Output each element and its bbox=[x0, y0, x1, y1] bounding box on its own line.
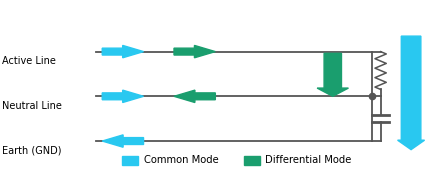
Text: Differential Mode: Differential Mode bbox=[265, 155, 351, 165]
Text: Common Mode: Common Mode bbox=[143, 155, 218, 165]
Text: Earth (GND): Earth (GND) bbox=[2, 145, 62, 155]
Bar bbox=[122, 156, 138, 165]
FancyArrow shape bbox=[174, 90, 215, 103]
FancyArrow shape bbox=[174, 45, 215, 58]
FancyArrow shape bbox=[397, 36, 424, 150]
FancyArrow shape bbox=[102, 45, 143, 58]
Text: Active Line: Active Line bbox=[2, 56, 56, 66]
Text: Neutral Line: Neutral Line bbox=[2, 101, 62, 111]
FancyArrow shape bbox=[316, 53, 348, 96]
FancyArrow shape bbox=[102, 135, 143, 147]
FancyArrow shape bbox=[102, 90, 143, 103]
Bar bbox=[243, 156, 260, 165]
